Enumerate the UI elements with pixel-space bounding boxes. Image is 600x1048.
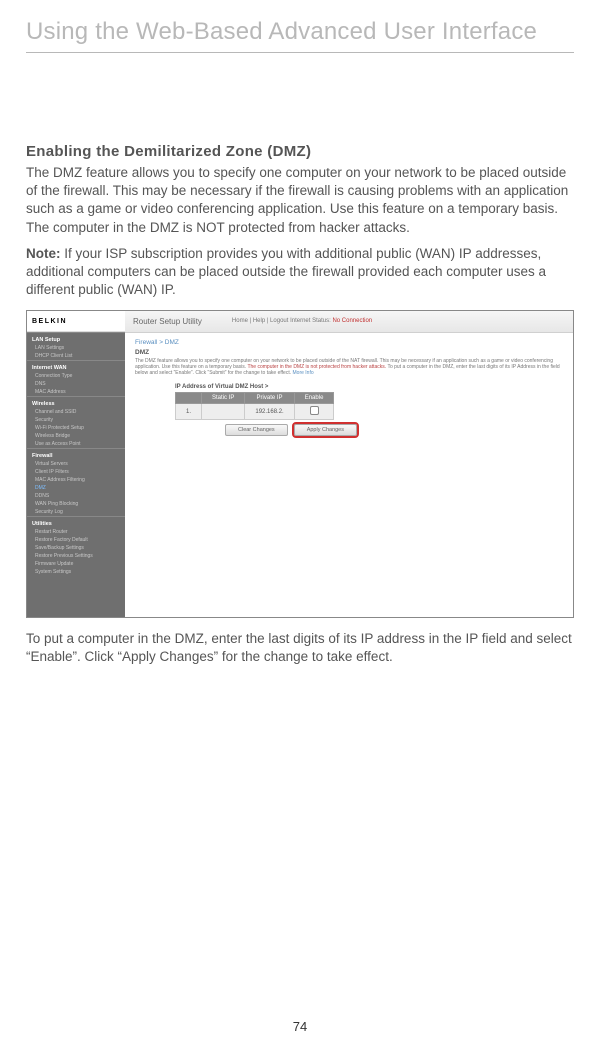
clear-changes-button[interactable]: Clear Changes [225, 424, 288, 436]
content-heading: DMZ [135, 349, 563, 356]
note-text: If your ISP subscription provides you wi… [26, 246, 546, 297]
sidebar-item-channel[interactable]: Channel and SSID [27, 408, 125, 416]
paragraph-1: The DMZ feature allows you to specify on… [26, 164, 574, 237]
brand-logo: BELKIN [27, 311, 125, 332]
topbar-links[interactable]: Home | Help | Logout Internet Status: No… [232, 318, 565, 324]
sidebar-item-ipfilters[interactable]: Client IP Filters [27, 468, 125, 476]
sidebar-item-ddns[interactable]: DDNS [27, 492, 125, 500]
col-private-ip: Private IP [245, 393, 294, 404]
page-header: Using the Web-Based Advanced User Interf… [26, 18, 574, 46]
sidebar-item-ap[interactable]: Use as Access Point [27, 440, 125, 448]
topbar: Router Setup Utility Home | Help | Logou… [125, 311, 573, 333]
header-rule [26, 52, 574, 53]
dmz-table: Static IP Private IP Enable 1. 192.168.2… [175, 392, 334, 420]
status-badge: No Connection [332, 318, 372, 324]
desc-warn: The computer in the DMZ is not protected… [247, 364, 386, 370]
col-index [176, 393, 202, 404]
router-screenshot: BELKIN LAN Setup LAN Settings DHCP Clien… [26, 310, 574, 618]
sidebar-group-wan: Internet WAN [27, 360, 125, 372]
section-title: Enabling the Demilitarized Zone (DMZ) [26, 143, 574, 160]
sidebar-item-firmware[interactable]: Firmware Update [27, 560, 125, 568]
sidebar-group-firewall: Firewall [27, 448, 125, 460]
sidebar-item-macfilter[interactable]: MAC Address Filtering [27, 476, 125, 484]
ip-label: IP Address of Virtual DMZ Host > [175, 384, 563, 390]
sidebar-item-security[interactable]: Security [27, 416, 125, 424]
breadcrumb: Firewall > DMZ [135, 339, 563, 346]
sidebar-group-utilities: Utilities [27, 516, 125, 528]
button-row: Clear Changes Apply Changes [225, 424, 563, 436]
sidebar-item-restart[interactable]: Restart Router [27, 528, 125, 536]
sidebar-item-mac[interactable]: MAC Address [27, 388, 125, 396]
app-title: Router Setup Utility [133, 317, 202, 326]
col-enable: Enable [294, 393, 334, 404]
sidebar-group-lan: LAN Setup [27, 332, 125, 344]
table-header-row: Static IP Private IP Enable [176, 393, 334, 404]
sidebar-item-bridge[interactable]: Wireless Bridge [27, 432, 125, 440]
table-row: 1. 192.168.2. [176, 404, 334, 420]
cell-private-ip[interactable]: 192.168.2. [245, 404, 294, 420]
sidebar-item-conn-type[interactable]: Connection Type [27, 372, 125, 380]
sidebar-item-restoreprev[interactable]: Restore Previous Settings [27, 552, 125, 560]
sidebar-item-dns[interactable]: DNS [27, 380, 125, 388]
page-number: 74 [0, 1019, 600, 1034]
sidebar-item-dhcp[interactable]: DHCP Client List [27, 352, 125, 360]
apply-changes-button[interactable]: Apply Changes [294, 424, 357, 436]
sidebar-item-seclog[interactable]: Security Log [27, 508, 125, 516]
cell-static-ip[interactable] [202, 404, 245, 420]
content-area: Firewall > DMZ DMZ The DMZ feature allow… [125, 333, 573, 443]
sidebar-item-restore[interactable]: Restore Factory Default [27, 536, 125, 544]
sidebar-item-dmz[interactable]: DMZ [27, 484, 125, 492]
enable-checkbox[interactable] [310, 406, 319, 415]
sidebar-item-vservers[interactable]: Virtual Servers [27, 460, 125, 468]
note-label: Note: [26, 246, 61, 261]
topbar-links-text: Home | Help | Logout Internet Status: [232, 318, 331, 324]
sidebar-item-wps[interactable]: Wi-Fi Protected Setup [27, 424, 125, 432]
col-static-ip: Static IP [202, 393, 245, 404]
paragraph-2: To put a computer in the DMZ, enter the … [26, 630, 574, 666]
more-info-link[interactable]: More Info [293, 370, 314, 376]
content-description: The DMZ feature allows you to specify on… [135, 358, 563, 377]
sidebar: BELKIN LAN Setup LAN Settings DHCP Clien… [27, 311, 125, 617]
sidebar-item-pingblock[interactable]: WAN Ping Blocking [27, 500, 125, 508]
note-paragraph: Note: If your ISP subscription provides … [26, 245, 574, 300]
sidebar-group-wireless: Wireless [27, 396, 125, 408]
cell-enable[interactable] [294, 404, 334, 420]
cell-index: 1. [176, 404, 202, 420]
sidebar-item-save[interactable]: Save/Backup Settings [27, 544, 125, 552]
screenshot-main: Router Setup Utility Home | Help | Logou… [125, 311, 573, 617]
sidebar-item-lan-settings[interactable]: LAN Settings [27, 344, 125, 352]
sidebar-item-system[interactable]: System Settings [27, 568, 125, 576]
